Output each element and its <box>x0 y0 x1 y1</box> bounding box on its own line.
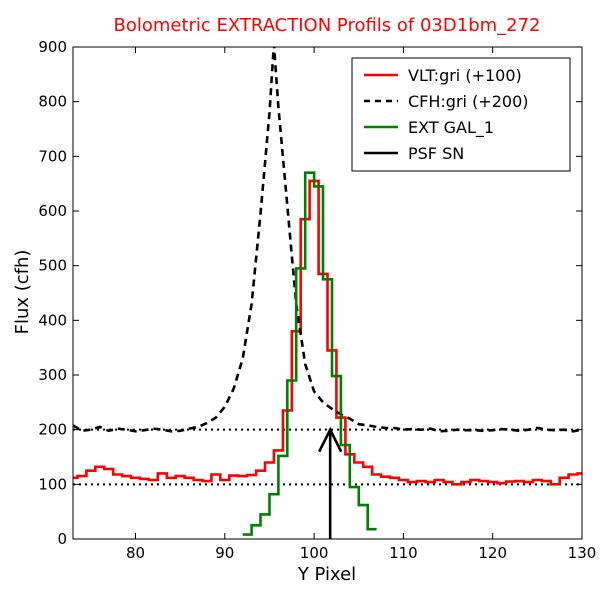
x-tick-label: 90 <box>215 544 234 562</box>
legend-label: PSF SN <box>408 144 464 163</box>
x-tick-label: 110 <box>389 544 418 562</box>
y-tick-label: 500 <box>38 257 67 275</box>
x-axis-title: Y Pixel <box>297 564 356 585</box>
x-tick-label: 120 <box>478 544 507 562</box>
series-ext-gal-1-line <box>242 171 377 536</box>
y-tick-label: 400 <box>38 311 67 329</box>
y-axis-title: Flux (cfh) <box>12 250 33 335</box>
y-tick-label: 0 <box>57 530 67 548</box>
x-tick-label: 130 <box>568 544 597 562</box>
y-tick-label: 600 <box>38 202 67 220</box>
y-tick-label: 200 <box>38 421 67 439</box>
psf-sn-arrow-head <box>318 426 343 453</box>
series-cfh-gri-200-line <box>73 47 582 433</box>
y-tick-label: 100 <box>38 475 67 493</box>
x-tick-label: 100 <box>300 544 329 562</box>
chart-title: Bolometric EXTRACTION Profils of 03D1bm_… <box>113 15 540 36</box>
y-tick-label: 700 <box>38 147 67 165</box>
legend-label: EXT GAL_1 <box>408 118 494 138</box>
x-tick-label: 80 <box>126 544 145 562</box>
plot-area <box>73 47 582 539</box>
legend-label: CFH:gri (+200) <box>408 92 529 111</box>
series-vlt-gri-100-line <box>73 179 582 486</box>
legend: VLT:gri (+100) CFH:gri (+200) EXT GAL_1 PSF… <box>351 57 571 172</box>
y-tick-label: 300 <box>38 366 67 384</box>
plot-frame <box>72 46 583 540</box>
axis-ticks: 80 90 100 110 120 130 0 100 200 300 400 500 600 700 80… <box>38 38 596 562</box>
y-tick-label: 900 <box>38 38 67 56</box>
y-tick-label: 800 <box>38 93 67 111</box>
legend-label: VLT:gri (+100) <box>408 66 522 85</box>
